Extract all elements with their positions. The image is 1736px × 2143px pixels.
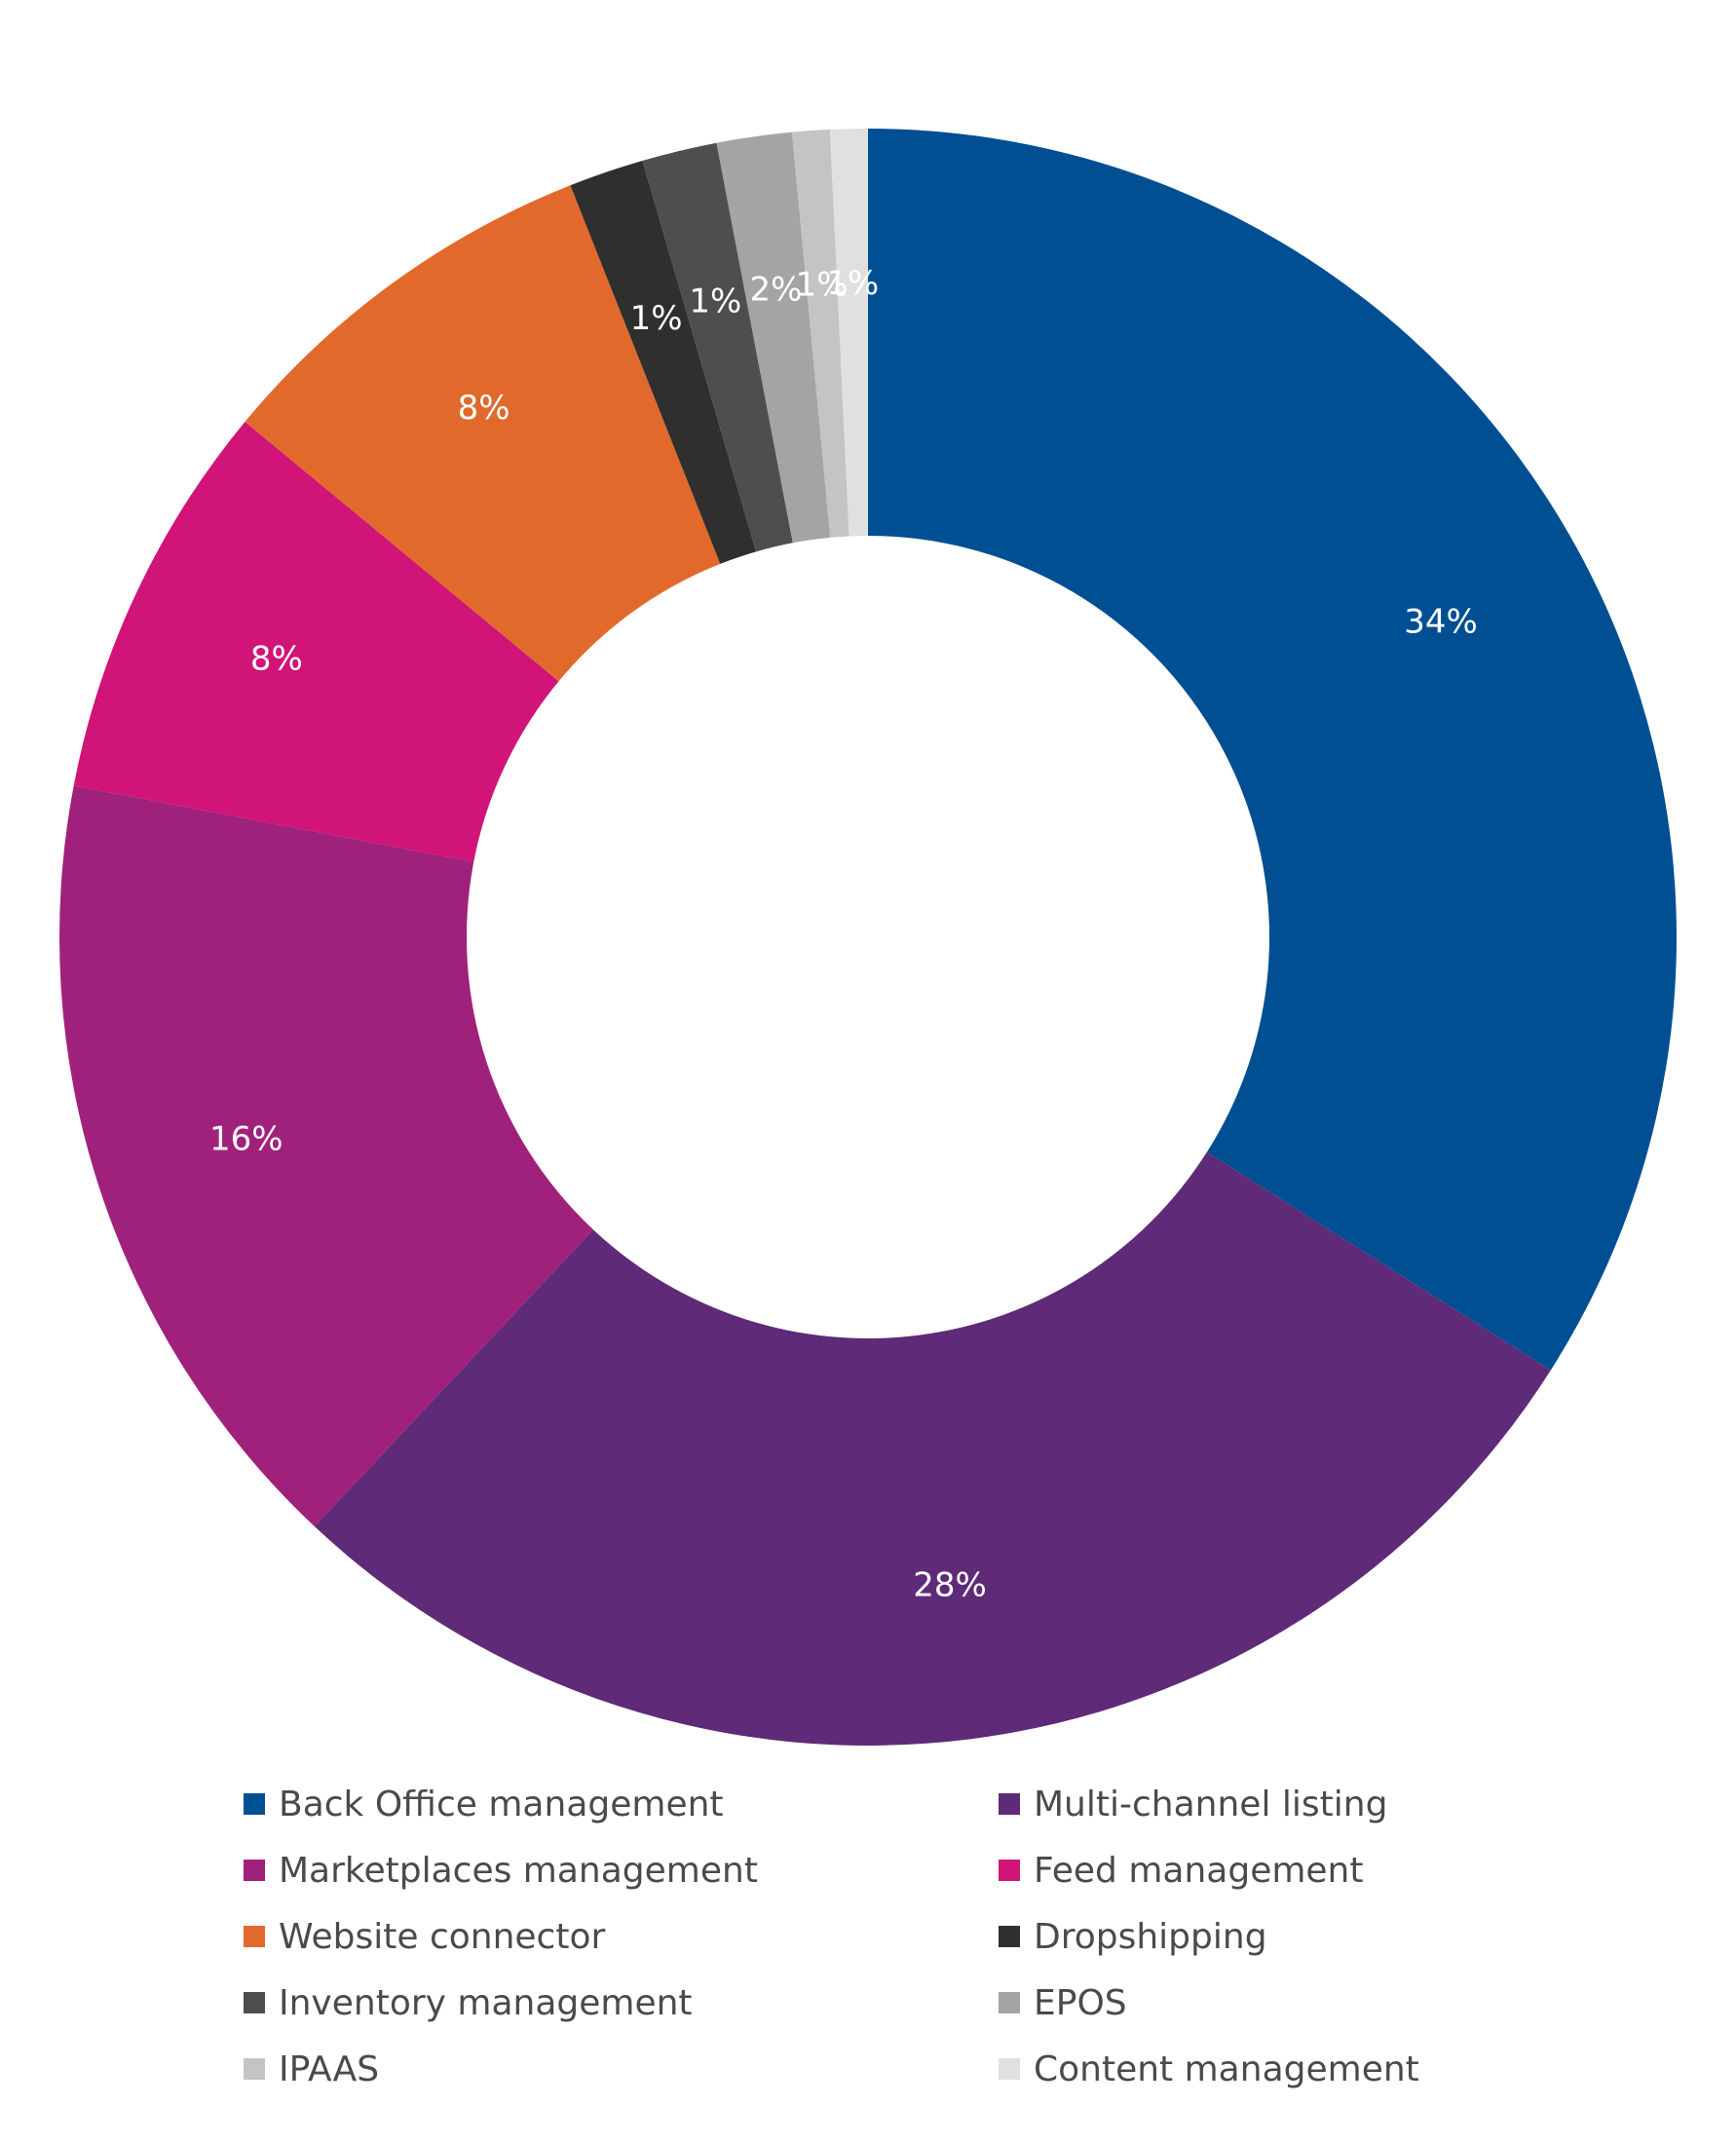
legend-swatch [999, 1793, 1020, 1815]
donut-chart: 34%28%16%8%8%1% 1% 2%1%1% [58, 129, 1677, 1746]
legend-item-inventory-management: Inventory management [244, 1970, 999, 2036]
legend-label: Multi-channel listing [1034, 1784, 1388, 1824]
legend-item-dropshipping: Dropshipping [999, 1903, 1510, 1970]
legend-item-feed-management: Feed management [999, 1837, 1510, 1903]
legend-label: IPAAS [279, 2049, 380, 2089]
chart-legend: Back Office management Multi-channel list… [244, 1771, 1510, 2102]
legend-item-content-management: Content management [999, 2036, 1510, 2102]
slice-label-dropshipping: 1% [630, 299, 683, 338]
slice-multi-channel-listing [314, 1151, 1551, 1746]
slice-marketplaces-management [58, 785, 593, 1527]
slice-label-inventory-management: 1% [689, 282, 741, 321]
legend-label: Website connector [279, 1916, 606, 1957]
slice-label-marketplaces-management: 16% [209, 1119, 283, 1158]
legend-swatch [244, 1860, 265, 1881]
legend-label: Inventory management [279, 1982, 693, 2023]
legend-swatch [999, 1926, 1020, 1947]
chart-slice-labels: 34%28%16%8%8%1% 1% 2%1%1% [209, 264, 1478, 1605]
legend-item-epos: EPOS [999, 1970, 1510, 2036]
slice-label-multi-channel-listing: 28% [913, 1566, 987, 1605]
slice-content-management [829, 129, 868, 537]
legend-swatch [999, 2058, 1020, 2080]
legend-item-website-connector: Website connector [244, 1903, 999, 1970]
slice-label-epos: 2% [749, 271, 802, 310]
slice-label-back-office-management: 34% [1404, 603, 1478, 642]
legend-label: Marketplaces management [279, 1850, 758, 1891]
legend-swatch [999, 1992, 1020, 2013]
legend-swatch [244, 2058, 265, 2080]
slice-back-office-management [868, 129, 1677, 1371]
slice-feed-management [73, 421, 559, 862]
slice-ipaas [791, 129, 849, 538]
legend-item-multi-channel-listing: Multi-channel listing [999, 1771, 1510, 1837]
slice-label-feed-management: 8% [250, 639, 303, 678]
legend-label: Back Office management [279, 1784, 724, 1824]
legend-label: Content management [1034, 2049, 1419, 2089]
slice-label-content-management: 1% [826, 264, 879, 303]
slice-dropshipping [570, 160, 757, 564]
legend-label: Dropshipping [1034, 1916, 1267, 1957]
slice-label-website-connector: 8% [458, 389, 510, 428]
chart-slices [58, 129, 1677, 1746]
legend-item-back-office-management: Back Office management [244, 1771, 999, 1837]
legend-swatch [999, 1860, 1020, 1881]
slice-inventory-management [642, 142, 793, 552]
slice-epos [716, 132, 831, 544]
legend-item-ipaas: IPAAS [244, 2036, 999, 2102]
legend-label: EPOS [1034, 1982, 1127, 2023]
legend-swatch [244, 1793, 265, 1815]
slice-label-ipaas: 1% [796, 266, 849, 305]
legend-item-marketplaces-management: Marketplaces management [244, 1837, 999, 1903]
legend-swatch [244, 1926, 265, 1947]
legend-swatch [244, 1992, 265, 2013]
slice-website-connector [245, 185, 721, 682]
legend-label: Feed management [1034, 1850, 1364, 1891]
